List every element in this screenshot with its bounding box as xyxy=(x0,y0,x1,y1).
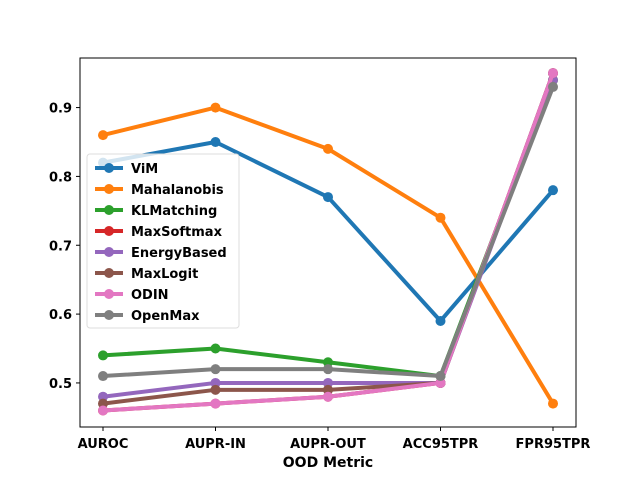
legend-item: ODIN xyxy=(95,288,169,303)
data-point xyxy=(210,102,221,113)
x-axis: AUROC AUPR-IN AUPR-OUT ACC95TPR FPR95TPR xyxy=(78,427,591,452)
data-point xyxy=(210,136,221,147)
legend-marker xyxy=(104,247,114,257)
data-point xyxy=(323,192,333,203)
data-point xyxy=(323,364,333,375)
y-tick-label: 0.9 xyxy=(49,102,72,117)
x-tick-label: AUPR-OUT xyxy=(290,437,366,452)
data-point xyxy=(210,364,221,375)
x-tick-label: AUROC xyxy=(78,437,129,452)
x-tick-label: FPR95TPR xyxy=(516,437,591,452)
legend-marker xyxy=(104,226,114,236)
legend-item: Mahalanobis xyxy=(95,183,224,198)
data-point xyxy=(323,384,333,395)
x-tick-label: AUPR-IN xyxy=(185,437,246,452)
y-tick-label: 0.5 xyxy=(49,377,72,392)
data-point xyxy=(98,391,108,402)
data-point xyxy=(323,377,333,388)
data-point xyxy=(548,81,558,92)
data-point xyxy=(548,68,558,79)
y-axis: 0.5 0.6 0.7 0.8 0.9 xyxy=(49,102,80,392)
y-tick-label: 0.8 xyxy=(49,170,72,185)
data-point xyxy=(98,398,108,409)
legend-item: OpenMax xyxy=(95,309,200,324)
legend-item: MaxLogit xyxy=(95,267,198,282)
legend-label: EnergyBased xyxy=(131,246,227,261)
legend-label: OpenMax xyxy=(131,309,200,324)
data-point xyxy=(323,391,333,402)
legend-box xyxy=(86,153,240,329)
data-point xyxy=(210,384,221,395)
data-point xyxy=(210,343,221,354)
legend-marker xyxy=(104,310,114,320)
data-point xyxy=(548,398,558,409)
legend: ViM Mahalanobis KLMatching MaxSoftmax Energy… xyxy=(86,153,240,329)
data-point xyxy=(98,130,108,141)
legend-marker xyxy=(104,268,114,278)
legend-label: KLMatching xyxy=(131,204,217,219)
x-axis-label: OOD Metric xyxy=(283,455,373,471)
data-point xyxy=(98,405,108,416)
data-point xyxy=(210,377,221,388)
legend-marker xyxy=(104,289,114,299)
data-point xyxy=(210,398,221,409)
legend-label: MaxLogit xyxy=(131,267,198,282)
x-tick-label: ACC95TPR xyxy=(403,437,479,452)
data-point xyxy=(98,350,108,361)
data-point xyxy=(548,185,558,196)
data-point xyxy=(323,143,333,154)
data-point xyxy=(435,371,446,382)
data-point xyxy=(98,371,108,382)
data-point xyxy=(435,315,446,326)
legend-label: ViM xyxy=(131,162,158,177)
legend-marker xyxy=(104,205,114,215)
data-point xyxy=(323,357,333,368)
series-layer xyxy=(98,68,558,416)
legend-item: MaxSoftmax xyxy=(95,225,223,240)
series-openmax xyxy=(98,81,558,382)
legend-item: KLMatching xyxy=(95,204,217,219)
y-tick-label: 0.6 xyxy=(49,308,72,323)
legend-marker xyxy=(104,184,114,194)
data-point xyxy=(435,377,446,388)
legend-label: ODIN xyxy=(131,288,169,303)
legend-item: ViM xyxy=(95,162,158,177)
legend-marker xyxy=(104,163,114,173)
legend-item: EnergyBased xyxy=(95,246,227,261)
y-tick-label: 0.7 xyxy=(49,239,72,254)
data-point xyxy=(435,212,446,223)
legend-label: MaxSoftmax xyxy=(131,225,223,240)
legend-label: Mahalanobis xyxy=(131,183,224,198)
